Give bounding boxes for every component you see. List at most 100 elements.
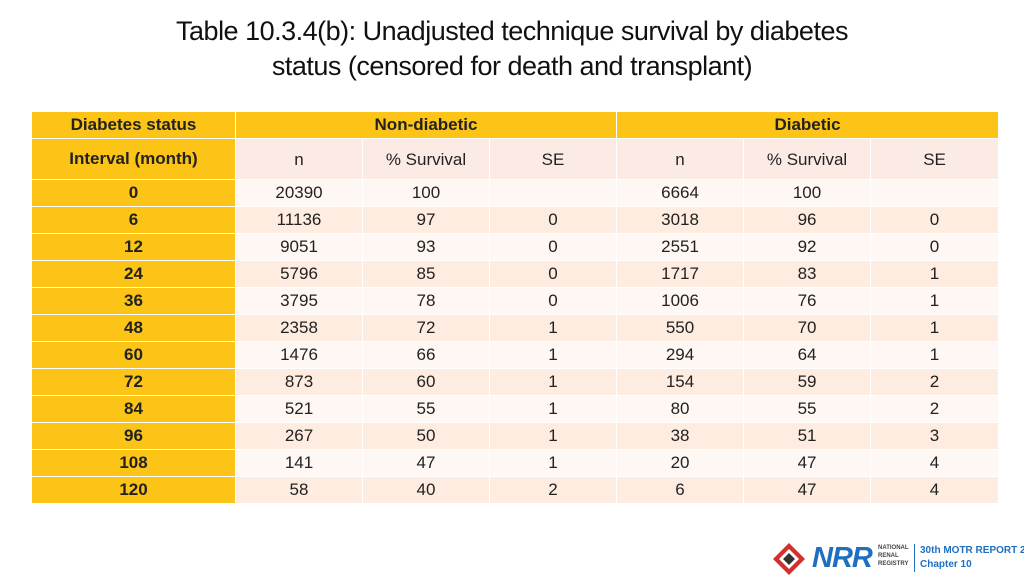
- non-diabetic-se-cell: [488, 179, 618, 207]
- subheader-se: SE: [870, 138, 1000, 180]
- non-diabetic-survival-cell: 47: [362, 449, 490, 477]
- interval-cell: 108: [31, 449, 236, 477]
- table-row: 6 11136 97 0 3018 96 0: [31, 206, 1000, 234]
- diabetic-se-cell: [870, 179, 1000, 207]
- diabetic-se-cell: 2: [870, 368, 1000, 396]
- diabetic-n-cell: 38: [616, 422, 745, 450]
- table-row: 0 20390 100 6664 100: [31, 179, 1000, 207]
- table-row: 120 58 40 2 6 47 4: [31, 476, 1000, 504]
- subheader-row: Interval (month) n % Survival SE n % Sur…: [31, 138, 1000, 180]
- subheader-survival: % Survival: [743, 138, 872, 180]
- diabetic-n-cell: 550: [616, 314, 745, 342]
- non-diabetic-survival-cell: 93: [362, 233, 490, 261]
- interval-cell: 6: [31, 206, 236, 234]
- table-row: 84 521 55 1 80 55 2: [31, 395, 1000, 423]
- diabetic-se-cell: 0: [870, 206, 1000, 234]
- diabetic-se-cell: 0: [870, 233, 1000, 261]
- interval-cell: 60: [31, 341, 236, 369]
- interval-cell: 12: [31, 233, 236, 261]
- diabetic-survival-cell: 96: [743, 206, 872, 234]
- diabetic-se-cell: 4: [870, 449, 1000, 477]
- non-diabetic-n-cell: 1476: [235, 341, 363, 369]
- subheader-n: n: [235, 138, 363, 180]
- diabetic-n-cell: 6664: [616, 179, 745, 207]
- diabetic-survival-cell: 47: [743, 449, 872, 477]
- report-label: 30th MOTR REPORT 2022 Chapter 10: [920, 544, 1024, 572]
- non-diabetic-survival-cell: 55: [362, 395, 490, 423]
- non-diabetic-se-cell: 0: [488, 260, 618, 288]
- diabetic-se-cell: 1: [870, 260, 1000, 288]
- diabetic-survival-cell: 64: [743, 341, 872, 369]
- diabetic-survival-cell: 55: [743, 395, 872, 423]
- diabetic-se-cell: 1: [870, 314, 1000, 342]
- diabetic-survival-cell: 70: [743, 314, 872, 342]
- interval-cell: 72: [31, 368, 236, 396]
- nrr-logo-text: NRR: [812, 542, 873, 574]
- diabetic-n-cell: 294: [616, 341, 745, 369]
- interval-cell: 48: [31, 314, 236, 342]
- non-diabetic-se-cell: 1: [488, 368, 618, 396]
- non-diabetic-n-cell: 20390: [235, 179, 363, 207]
- non-diabetic-se-cell: 1: [488, 341, 618, 369]
- table-row: 12 9051 93 0 2551 92 0: [31, 233, 1000, 261]
- non-diabetic-n-cell: 11136: [235, 206, 363, 234]
- diabetic-survival-cell: 83: [743, 260, 872, 288]
- non-diabetic-se-cell: 1: [488, 422, 618, 450]
- interval-cell: 96: [31, 422, 236, 450]
- diabetic-survival-cell: 59: [743, 368, 872, 396]
- interval-cell: 36: [31, 287, 236, 315]
- diabetic-survival-cell: 92: [743, 233, 872, 261]
- diabetic-se-cell: 2: [870, 395, 1000, 423]
- non-diabetic-n-cell: 5796: [235, 260, 363, 288]
- non-diabetic-n-cell: 141: [235, 449, 363, 477]
- diabetic-n-cell: 1006: [616, 287, 745, 315]
- subheader-se: SE: [488, 138, 618, 180]
- row-header-diabetes-status: Diabetes status: [31, 111, 236, 139]
- subheader-n: n: [616, 138, 745, 180]
- non-diabetic-se-cell: 0: [488, 233, 618, 261]
- survival-table: Diabetes status Non-diabetic Diabetic In…: [31, 111, 1000, 504]
- table-row: 24 5796 85 0 1717 83 1: [31, 260, 1000, 288]
- non-diabetic-survival-cell: 60: [362, 368, 490, 396]
- non-diabetic-survival-cell: 78: [362, 287, 490, 315]
- non-diabetic-survival-cell: 85: [362, 260, 490, 288]
- non-diabetic-n-cell: 521: [235, 395, 363, 423]
- non-diabetic-survival-cell: 40: [362, 476, 490, 504]
- interval-cell: 120: [31, 476, 236, 504]
- interval-cell: 0: [31, 179, 236, 207]
- footer-branding: NRR NATIONAL RENAL REGISTRY 30th MOTR RE…: [772, 540, 1024, 576]
- diabetic-n-cell: 20: [616, 449, 745, 477]
- non-diabetic-survival-cell: 97: [362, 206, 490, 234]
- diabetic-se-cell: 1: [870, 287, 1000, 315]
- non-diabetic-n-cell: 3795: [235, 287, 363, 315]
- page-title: Table 10.3.4(b): Unadjusted technique su…: [0, 14, 1024, 84]
- group-header-row: Diabetes status Non-diabetic Diabetic: [31, 111, 1000, 139]
- diabetic-survival-cell: 76: [743, 287, 872, 315]
- non-diabetic-survival-cell: 72: [362, 314, 490, 342]
- diabetic-n-cell: 6: [616, 476, 745, 504]
- diabetic-survival-cell: 100: [743, 179, 872, 207]
- diabetic-se-cell: 4: [870, 476, 1000, 504]
- title-line-1: Table 10.3.4(b): Unadjusted technique su…: [176, 16, 848, 46]
- report-title: 30th MOTR REPORT 2022: [920, 545, 1024, 556]
- non-diabetic-survival-cell: 50: [362, 422, 490, 450]
- diabetic-n-cell: 2551: [616, 233, 745, 261]
- non-diabetic-se-cell: 0: [488, 206, 618, 234]
- non-diabetic-se-cell: 1: [488, 395, 618, 423]
- diabetic-n-cell: 154: [616, 368, 745, 396]
- interval-cell: 84: [31, 395, 236, 423]
- table-row: 72 873 60 1 154 59 2: [31, 368, 1000, 396]
- non-diabetic-n-cell: 9051: [235, 233, 363, 261]
- non-diabetic-se-cell: 1: [488, 314, 618, 342]
- non-diabetic-n-cell: 58: [235, 476, 363, 504]
- group-header-diabetic: Diabetic: [616, 111, 1000, 139]
- table-row: 108 141 47 1 20 47 4: [31, 449, 1000, 477]
- footer-divider: [914, 544, 915, 572]
- interval-cell: 24: [31, 260, 236, 288]
- diabetic-n-cell: 1717: [616, 260, 745, 288]
- non-diabetic-se-cell: 0: [488, 287, 618, 315]
- diabetic-survival-cell: 51: [743, 422, 872, 450]
- non-diabetic-n-cell: 2358: [235, 314, 363, 342]
- subheader-survival: % Survival: [362, 138, 490, 180]
- table-row: 48 2358 72 1 550 70 1: [31, 314, 1000, 342]
